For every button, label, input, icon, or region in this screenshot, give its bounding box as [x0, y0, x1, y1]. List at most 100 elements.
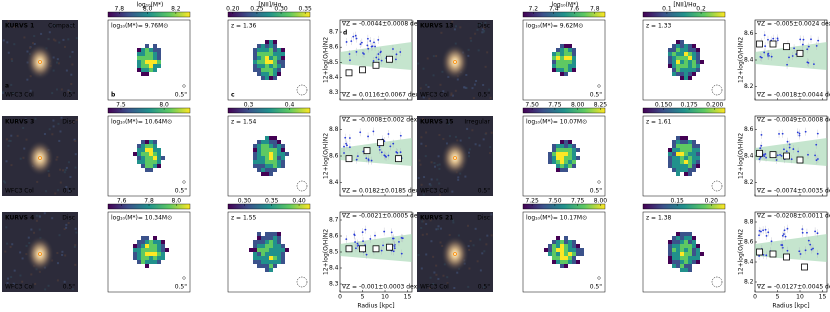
map-pixel [157, 160, 161, 164]
map-pixel [253, 56, 257, 60]
noise [73, 138, 76, 141]
colorbar [642, 107, 726, 114]
psf [296, 276, 308, 288]
map-pixel [161, 156, 165, 160]
map-pixel [277, 140, 281, 144]
noise [435, 55, 438, 58]
noise [421, 117, 424, 120]
map-pixel [692, 256, 696, 260]
scatter-dot [779, 153, 781, 156]
map-pixel [696, 164, 700, 168]
map-pixel [269, 148, 273, 152]
psf [296, 180, 308, 192]
map-pixel [560, 156, 564, 160]
map-pixel [145, 164, 149, 168]
y-tick-label: 8.8 [744, 219, 754, 226]
colorbar-tick-label: 0.4 [285, 102, 295, 109]
map-pixel [676, 152, 680, 156]
map-pixel [552, 60, 556, 64]
center-marker [453, 252, 457, 256]
map-pixel [684, 76, 688, 80]
y-tick-label: 8.2 [744, 83, 754, 90]
filter-label: WFC3 Col [5, 92, 34, 99]
map-pixel [269, 140, 273, 144]
map-pixel [145, 244, 149, 248]
map-pixel [277, 56, 281, 60]
noise [51, 92, 54, 95]
colorbar [107, 107, 191, 114]
map-pixel [269, 248, 273, 252]
map-pixel [692, 68, 696, 72]
map-pixel [692, 64, 696, 68]
scatter-dot [385, 156, 387, 158]
binned-point [372, 61, 380, 69]
noise [67, 89, 70, 92]
noise [468, 248, 471, 251]
map-pixel [672, 260, 676, 264]
map-pixel [269, 244, 273, 248]
map-pixel [137, 248, 141, 252]
map-pixel [676, 136, 680, 140]
map-pixel [161, 244, 165, 248]
map-pixel [249, 248, 253, 252]
map-pixel [269, 252, 273, 256]
binned-point [783, 43, 790, 51]
map-pixel [556, 248, 560, 252]
noise [62, 169, 65, 172]
noise [481, 28, 484, 31]
map-pixel [688, 252, 692, 256]
noise [453, 286, 456, 289]
noise [471, 129, 474, 132]
scatter-dot [343, 152, 345, 154]
column-header: [NII]/Hα [258, 2, 281, 9]
scatter-dot [812, 247, 814, 250]
noise [72, 121, 75, 124]
noise [457, 234, 460, 237]
scatter-dot [392, 142, 395, 145]
map-pixel [560, 264, 564, 268]
map-pixel [676, 140, 680, 144]
noise [438, 167, 441, 170]
map-pixel [137, 260, 141, 264]
scatter-dot [355, 247, 357, 250]
noise [51, 217, 54, 220]
map-pixel [269, 40, 273, 44]
mass-label: log₁₀(M*)= 10.07M⊙ [526, 119, 587, 126]
colorbar-tick-label: 7.4 [549, 6, 559, 13]
noise [56, 156, 59, 159]
map-pixel [137, 144, 141, 148]
map-pixel [281, 52, 285, 56]
map-pixel [568, 156, 572, 160]
morphology: Disc [62, 119, 75, 126]
map-pixel [688, 256, 692, 260]
map-pixel [676, 56, 680, 60]
map-pixel [684, 72, 688, 76]
scatter-dot [815, 159, 818, 162]
scale-label: 0.5" [590, 284, 603, 291]
noise [69, 90, 72, 93]
map-pixel [261, 76, 265, 80]
colorbar-tick-label: 0.35 [265, 198, 279, 205]
map-pixel [676, 256, 680, 260]
map-pixel [265, 264, 269, 268]
scale-label: 0.5" [63, 92, 76, 99]
noise [70, 73, 73, 76]
scatter-dot [367, 158, 370, 161]
map-pixel [548, 244, 552, 248]
map-pixel [153, 244, 157, 248]
noise [471, 87, 474, 90]
galaxy [441, 44, 469, 80]
noise [436, 164, 439, 167]
map-pixel [688, 56, 692, 60]
map-pixel [145, 48, 149, 52]
noise [432, 255, 435, 258]
colorbar-tick-label: 7.8 [115, 6, 125, 13]
colorbar-tick-label: 0.35 [298, 6, 312, 13]
map-pixel [273, 256, 277, 260]
noise [71, 63, 74, 66]
colorbar-tick-label: 8.2 [171, 6, 181, 13]
noise [442, 137, 445, 140]
scatter-dot [364, 228, 367, 231]
map-pixel [560, 44, 564, 48]
map-pixel [692, 52, 696, 56]
